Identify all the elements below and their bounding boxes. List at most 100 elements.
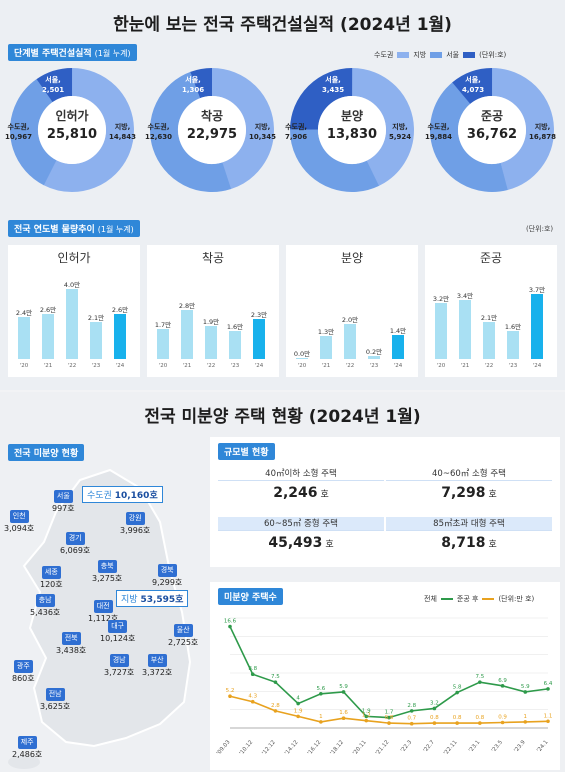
size-tag: 규모별 현황 — [218, 443, 275, 460]
legend-seoul-label: 서울 — [446, 51, 460, 59]
donut-2: 착공 22,975 서울, 1,306 수도권, 12,630 지방, 10,345 — [145, 67, 276, 193]
yearly-panel-3-year-4: '23 — [369, 363, 379, 369]
size-cell-3-label: 60~85㎡ 중형 주택 — [218, 517, 384, 531]
region-2: 인천 3,094호 — [4, 510, 34, 534]
region-15: 부산 3,372호 — [142, 654, 172, 678]
region-10: 전북 3,438호 — [56, 632, 86, 656]
donut-1-svg — [9, 68, 134, 192]
yearly-panel-3-bar-2 — [320, 336, 332, 359]
housing-construction-section: 한눈에 보는 전국 주택건설실적 (2024년 1월) 단계별 주택건설실적 (1… — [5, 15, 557, 377]
region-9: 경북 9,299호 — [152, 564, 182, 588]
yearly-panel-3-bar-3 — [344, 324, 356, 359]
region-5-name: 충북 — [97, 560, 117, 573]
region-13-name: 광주 — [13, 660, 33, 673]
trend-series-2-label-1: 5.2 — [226, 688, 235, 694]
donut-3-slice-seoul — [290, 68, 414, 192]
region-10-name: 전북 — [61, 632, 81, 645]
donut-2-capital-label: 수도권, 12,630 — [145, 122, 172, 142]
region-3-value: 6,069호 — [60, 546, 91, 555]
donut-2-capital-name: 수도권, — [147, 123, 170, 131]
donut-1-capital-label: 수도권, 10,967 — [5, 122, 32, 142]
trend-series-1-label-7: 1.9 — [362, 708, 371, 714]
legend-capital-swatch — [397, 52, 410, 58]
donut-3-seoul-name: 서울, — [325, 76, 341, 84]
donut-3-hole — [318, 96, 386, 164]
yearly-panel-2-bar-label-5: 2.3만 — [250, 310, 268, 319]
main-title: 한눈에 보는 전국 주택건설실적 (2024년 1월) — [113, 15, 452, 35]
donut-1-seoul-value: 2,501 — [42, 86, 65, 94]
trend-series-2-point-11 — [455, 721, 459, 725]
yearly-panel-3-year-3: '22 — [345, 363, 355, 369]
size-cell-4-unit: 호 — [488, 540, 497, 550]
donut-4-hole — [458, 96, 526, 164]
donut-2-hole — [178, 96, 246, 164]
trend-series-1-point-9 — [409, 709, 414, 713]
trend-series-1-label-3: 7.5 — [271, 674, 280, 680]
stage-tag: 단계별 주택건설실적 (1월 누계) — [8, 44, 137, 61]
region-13: 광주 860호 — [12, 660, 35, 684]
trend-series-1-label-5: 5.6 — [316, 686, 325, 692]
yearly-panel-1-bar-2 — [42, 313, 54, 359]
region-1-value: 997호 — [52, 504, 75, 513]
yearly-panel-2-year-1: '20 — [158, 363, 168, 369]
trend-series-1-label-6: 5.9 — [339, 684, 348, 690]
yearly-panel-2-bar-label-2: 2.8만 — [178, 302, 196, 310]
region-17: 제주 2,486호 — [12, 736, 42, 760]
region-16-value: 3,625호 — [40, 702, 71, 711]
donut-2-local-name: 지방, — [254, 123, 271, 131]
yearly-panel-3-bar-5 — [392, 334, 404, 359]
donut-3-seoul-value: 3,435 — [322, 86, 345, 94]
donut-3-seoul-label: 서울, 3,435 — [322, 75, 344, 95]
donut-4-seoul-value: 4,073 — [462, 86, 485, 94]
capital-label: 수도권 — [87, 491, 112, 501]
trend-series-1-label-9: 2.8 — [407, 703, 416, 709]
trend-series-1-point-2 — [250, 672, 255, 677]
trend-x-tick-9: '22.3 — [400, 739, 414, 754]
trend-series-2-label-15: 1.1 — [544, 713, 553, 719]
donut-4-name: 준공 — [480, 109, 504, 123]
yearly-panel-3: 분양 0.0만 '20 1.3만 '21 2.0만 '22 0.2만 '23 1.4만 '24 — [286, 245, 418, 377]
trend-x-tick-7: '20.11 — [352, 739, 368, 756]
donut-4-local-name: 지방, — [534, 123, 551, 131]
trend-x-tick-13: '23.5 — [491, 739, 505, 754]
yearly-panel-1-title: 인허가 — [57, 251, 91, 265]
size-tag-label: 규모별 현황 — [224, 448, 269, 458]
size-cell-2-number: 7,298 — [441, 485, 486, 501]
donut-3-local-value: 5,924 — [389, 133, 412, 141]
yearly-panel-4-year-5: '24 — [532, 363, 542, 369]
yearly-panel-2-bar-5 — [253, 318, 265, 359]
donut-1-total: 25,810 — [46, 127, 98, 142]
yearly-panel-1-bar-label-4: 2.1만 — [87, 314, 105, 323]
trend-series-1-point-7 — [364, 714, 369, 719]
trend-series-2-label-2: 4.3 — [248, 694, 257, 700]
donut-4-slice-seoul — [430, 67, 554, 192]
region-4: 강원 3,996호 — [120, 512, 150, 536]
yearly-panel-4-title: 준공 — [479, 251, 503, 265]
trend-legend: 전체 준공 후 (단위:만 호) — [424, 594, 534, 604]
legend-capital-label: 수도권 — [374, 51, 394, 59]
donut-2-center: 착공 22,975 — [149, 107, 275, 142]
region-3: 경기 6,069호 — [60, 532, 90, 556]
yearly-panel-2-bar-label-3: 1.9만 — [202, 317, 220, 326]
trend-series-1-point-5 — [319, 691, 323, 696]
donut-1-slice-seoul — [9, 68, 134, 192]
donut-2-seoul-name: 서울, — [185, 76, 201, 84]
region-1: 서울 997호 — [52, 490, 75, 514]
donut-1-seoul-label: 서울, 2,501 — [42, 75, 64, 95]
trend-series-2-point-10 — [432, 721, 437, 725]
yearly-panel-2-bar-2 — [181, 310, 193, 359]
local-value: 53,595호 — [140, 595, 184, 605]
jeju-shape — [8, 755, 40, 769]
donut-4-seoul-name: 서울, — [465, 76, 481, 84]
yearly-panel-1-bar-label-5: 2.6만 — [111, 305, 129, 314]
donut-1-capital-value: 10,967 — [5, 133, 33, 141]
trend-series-1-point-15 — [546, 687, 550, 691]
region-12-value: 2,725호 — [168, 638, 199, 647]
region-17-name: 제주 — [17, 736, 37, 749]
region-6-value: 120호 — [40, 580, 63, 589]
trend-series-2-label-6: 1.6 — [339, 710, 348, 716]
unsold-title: 전국 미분양 주택 현황 (2024년 1월) — [144, 407, 421, 427]
unsold-section: 전국 미분양 주택 현황 (2024년 1월) 전국 미분양 현황 수도권 10… — [0, 392, 565, 772]
size-cell-1-label: 40㎡이하 소형 주택 — [218, 467, 384, 481]
